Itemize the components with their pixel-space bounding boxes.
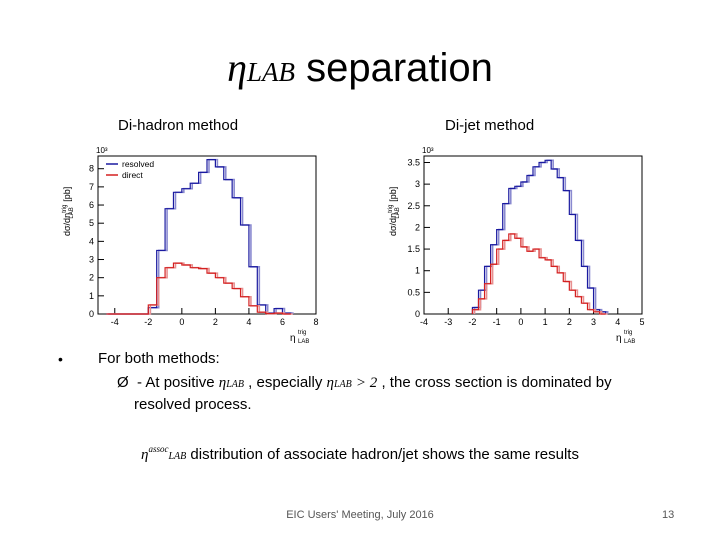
assoc-superscript: assoc — [148, 444, 169, 454]
distribution-text: distribution of associate hadron/jet sho… — [190, 446, 579, 463]
y-tick-label: 4 — [89, 236, 94, 246]
finding-line: Ø - At positive ηLAB , especially ηLAB >… — [117, 374, 612, 392]
title-eta-symbol: η — [227, 45, 247, 90]
x-tick-label: 5 — [639, 317, 644, 327]
y-tick-label: 3.5 — [407, 157, 420, 167]
y-tick-label: 1 — [415, 266, 420, 276]
y-tick-label: 3 — [89, 255, 94, 265]
resolved-histogram-shadow — [473, 159, 609, 314]
x-axis-title-sup: trig — [298, 330, 306, 336]
y-tick-label: 1 — [89, 291, 94, 301]
especially-text: , especially — [248, 374, 323, 391]
y-tick-label: 7 — [89, 182, 94, 192]
x-tick-label: -2 — [468, 317, 476, 327]
x-axis-title-sub: LAB — [298, 339, 309, 345]
y-tick-label: 0.5 — [407, 287, 420, 297]
y-axis-title: dσ/dηtrigLAB [pb] — [388, 187, 401, 236]
y-tick-label: 0 — [415, 309, 420, 319]
x-tick-label: -4 — [420, 317, 428, 327]
greater-than-two: > 2 — [355, 375, 378, 391]
y-tick-label: 8 — [89, 164, 94, 174]
slide-title: ηLAB separation — [0, 44, 720, 91]
x-tick-label: 4 — [246, 317, 251, 327]
plot-frame — [97, 155, 317, 315]
y-axis-title: dσ/dηtrigLAB [pb] — [62, 187, 75, 236]
resolved-process-text: resolved process. — [134, 396, 252, 413]
x-tick-label: 0 — [179, 317, 184, 327]
footer-text: EIC Users' Meeting, July 2016 — [286, 509, 434, 521]
x-tick-label: -4 — [111, 317, 119, 327]
title-lab-subscript: LAB — [246, 57, 295, 87]
resolved-histogram — [106, 159, 292, 315]
y-tick-label: 2 — [415, 222, 420, 232]
x-axis-title-symbol: η — [616, 333, 622, 344]
resolved-histogram — [471, 159, 607, 314]
legend-label-direct: direct — [122, 170, 143, 180]
lab-subscript-2: LAB — [333, 379, 352, 390]
title-text: separation — [294, 46, 493, 90]
x-tick-label: 4 — [615, 317, 620, 327]
arrow-bullet-icon: Ø — [117, 374, 129, 391]
at-positive-text: - At positive — [137, 374, 215, 391]
x-tick-label: 8 — [313, 317, 318, 327]
y-tick-label: 2.5 — [407, 201, 420, 211]
y-tick-label: 3 — [415, 179, 420, 189]
direct-histogram — [471, 233, 606, 315]
eta-symbol: η — [218, 375, 227, 391]
methods-heading: For both methods: — [98, 350, 220, 367]
x-tick-label: 0 — [518, 317, 523, 327]
y-tick-label: 0 — [89, 309, 94, 319]
x-tick-label: -3 — [444, 317, 452, 327]
x-tick-label: -2 — [144, 317, 152, 327]
assoc-line: ηassocLAB distribution of associate hadr… — [141, 444, 579, 464]
y-tick-label: 1.5 — [407, 244, 420, 254]
x-tick-label: -1 — [493, 317, 501, 327]
x-tick-label: 3 — [591, 317, 596, 327]
x-axis-title-sub: LAB — [624, 339, 635, 345]
dihadron-panel-title: Di-hadron method — [118, 117, 239, 134]
bullet-marker: • — [58, 351, 63, 367]
x-tick-label: 1 — [543, 317, 548, 327]
eta-assoc-symbol: η — [141, 447, 149, 463]
y-exponent-label: 10³ — [96, 146, 108, 155]
eta-symbol-2: η — [326, 375, 334, 391]
dominated-text: , the cross section is dominated by — [381, 374, 612, 391]
x-tick-label: 2 — [213, 317, 218, 327]
dijet-panel-title: Di-jet method — [445, 117, 535, 134]
lab-subscript: LAB — [226, 379, 244, 390]
y-tick-label: 2 — [89, 273, 94, 283]
resolved-histogram-shadow — [108, 158, 294, 315]
x-tick-label: 2 — [567, 317, 572, 327]
y-exponent-label: 10³ — [422, 146, 434, 155]
x-axis-title-sup: trig — [624, 330, 632, 336]
plot-frame — [423, 155, 643, 315]
x-tick-label: 6 — [280, 317, 285, 327]
y-tick-label: 5 — [89, 218, 94, 228]
assoc-lab-subscript: LAB — [168, 451, 187, 462]
page-number: 13 — [662, 509, 675, 521]
legend-label-resolved: resolved — [122, 159, 154, 169]
direct-histogram — [106, 262, 291, 315]
x-axis-title-symbol: η — [290, 333, 296, 344]
y-tick-label: 6 — [89, 200, 94, 210]
